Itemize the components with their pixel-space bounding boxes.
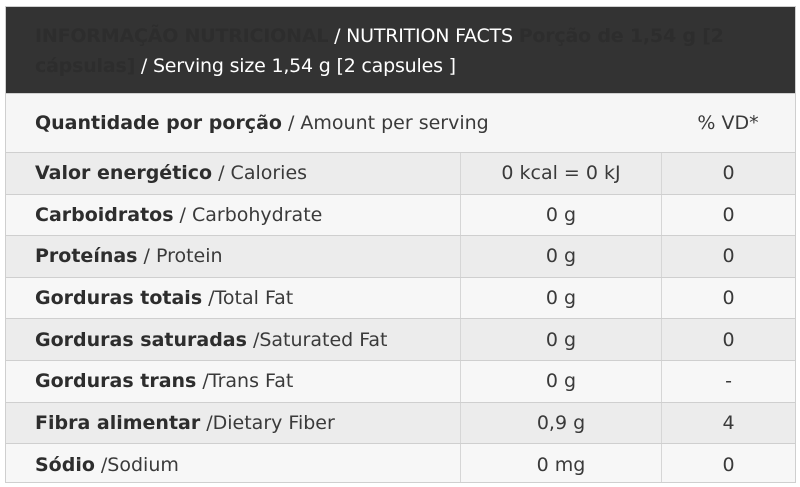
nutrient-amount: 0 g bbox=[461, 360, 662, 402]
nutrient-vd: 0 bbox=[722, 328, 735, 351]
nutrient-name-en: /Trans Fat bbox=[202, 370, 294, 393]
nutrient-name-en: /Total Fat bbox=[208, 287, 294, 310]
amount-label-pt: Quantidade por porção bbox=[35, 112, 282, 134]
nutrient-amount: 0 g bbox=[461, 194, 662, 236]
portion-en: Serving size 1,54 g [2 capsules ] bbox=[152, 55, 456, 77]
nutrient-name-en: /Sodium bbox=[100, 453, 179, 476]
amount-label-en: / Amount per serving bbox=[287, 112, 489, 134]
nutrient-name: Proteínas / Protein bbox=[6, 236, 461, 277]
nutrient-rows: Valor energético / Calories 0 kcal = 0 kJ 0… bbox=[6, 153, 795, 482]
title-pt: INFORMAÇÃO NUTRICIONAL bbox=[35, 25, 329, 47]
nutrient-vd: 0 bbox=[722, 453, 735, 476]
nutrient-vd: 0 bbox=[722, 162, 735, 185]
nutrient-amount: 0,9 g bbox=[461, 402, 662, 444]
nutrient-name-pt: Gorduras totais bbox=[35, 287, 203, 310]
nutrient-name-en: / Protein bbox=[143, 245, 223, 268]
nutrient-vd: 0 bbox=[722, 203, 735, 226]
nutrient-name: Valor energético / Calories bbox=[6, 153, 461, 194]
nutrient-name-en: /Dietary Fiber bbox=[206, 411, 335, 434]
portion-sep: / bbox=[135, 55, 153, 77]
nutrient-vd: - bbox=[725, 370, 732, 393]
nutrient-name: Gorduras totais/Total Fat bbox=[6, 277, 461, 319]
amount-per-serving-header: Quantidade por porção / Amount per servin… bbox=[6, 93, 795, 153]
nutrient-name-en: / Calories bbox=[218, 162, 308, 185]
nutrient-name-en: / Carbohydrate bbox=[179, 203, 323, 226]
nutrient-name-pt: Gorduras saturadas bbox=[35, 328, 247, 351]
nutrient-name-pt: Valor energético bbox=[35, 162, 213, 185]
nutrient-name-en: /Saturated Fat bbox=[252, 328, 388, 351]
nutrient-amount: 0 kcal = 0 kJ bbox=[461, 153, 662, 194]
nutrient-amount: 0 g bbox=[461, 277, 662, 319]
nutrient-name-pt: Proteínas bbox=[35, 245, 138, 268]
nutrient-amount: 0 g bbox=[461, 319, 662, 360]
table-row: Gorduras trans/Trans Fat 0 g- bbox=[6, 360, 795, 403]
nutrient-name: Carboidratos / Carbohydrate bbox=[6, 194, 461, 236]
nutrient-amount: 0 g bbox=[461, 236, 662, 277]
table-header: INFORMAÇÃO NUTRICIONAL / NUTRITION FACTS… bbox=[6, 7, 795, 93]
nutrient-name: Sódio/Sodium bbox=[6, 444, 461, 482]
nutrient-name-pt: Sódio bbox=[35, 453, 95, 476]
table-row: Sódio/Sodium 0 mg 0 bbox=[6, 444, 795, 482]
nutrient-vd: 0 bbox=[722, 245, 735, 268]
nutrient-name-pt: Gorduras trans bbox=[35, 370, 197, 393]
amount-label: Quantidade por porção / Amount per servin… bbox=[6, 112, 661, 134]
nutrient-name-pt: Carboidratos bbox=[35, 203, 174, 226]
nutrient-name: Gorduras trans/Trans Fat bbox=[6, 360, 461, 402]
nutrient-amount: 0 mg bbox=[461, 444, 662, 482]
table-row: Valor energético / Calories 0 kcal = 0 kJ 0 bbox=[6, 153, 795, 195]
title-en: / NUTRITION FACTS bbox=[328, 25, 519, 47]
nutrient-name: Fibra alimentar/Dietary Fiber bbox=[6, 402, 461, 444]
nutrient-vd: 4 bbox=[722, 411, 735, 434]
portion-pt: Porção de 1,54 g [2 cápsulas] bbox=[35, 25, 724, 77]
nutrient-name: Gorduras saturadas/Saturated Fat bbox=[6, 319, 461, 360]
vd-column-header: % VD* bbox=[697, 112, 759, 134]
nutrient-name-pt: Fibra alimentar bbox=[35, 411, 201, 434]
nutrient-vd: 0 bbox=[722, 287, 735, 310]
nutrition-facts-table: INFORMAÇÃO NUTRICIONAL / NUTRITION FACTS… bbox=[5, 6, 796, 483]
